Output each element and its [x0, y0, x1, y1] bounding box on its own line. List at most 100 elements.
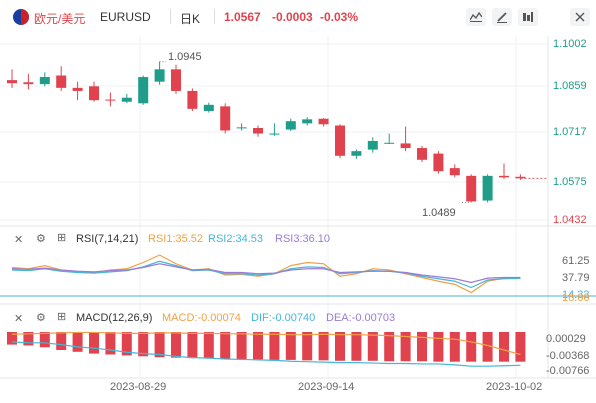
macd-bar [203, 332, 214, 359]
candle-body [89, 86, 99, 101]
candle-body [367, 140, 378, 150]
macd-bar [417, 332, 427, 362]
macd-bar [171, 332, 181, 358]
close-indicator-icon[interactable]: ✕ [14, 234, 24, 246]
macd-bar [482, 332, 493, 362]
candle-body [285, 121, 296, 130]
candle-body [121, 97, 132, 102]
indicator-icon[interactable] [466, 8, 486, 26]
rsi-axis-tick: 61.25 [562, 255, 590, 267]
eur-usd-flag-icon [13, 9, 29, 25]
macd-bar [318, 332, 329, 361]
rsi2-line [11, 260, 521, 289]
interval-selector[interactable]: 日K [180, 12, 201, 26]
add-indicator-icon[interactable]: ⊞ [57, 232, 67, 244]
macd-bar [253, 332, 263, 360]
macd-bar [367, 332, 378, 361]
rsi-axis-tick: 14.33 [562, 289, 590, 301]
macd-bar [89, 332, 99, 354]
high-price-label: 1.0945 [168, 51, 202, 63]
candle-body [302, 119, 313, 124]
macd-bar [433, 332, 444, 362]
last-price: 1.0567 [224, 10, 261, 24]
candle-body [499, 175, 509, 178]
candle-body [253, 127, 263, 134]
low-price-label: 1.0489 [422, 207, 456, 219]
close-indicator-icon[interactable]: ✕ [14, 313, 24, 325]
macd-bar [449, 332, 460, 362]
settings-icon[interactable]: ⚙ [36, 312, 46, 324]
macd-bar [302, 332, 313, 361]
x-axis-date: 2023-09-14 [298, 381, 355, 393]
header-divider [214, 9, 215, 24]
macd-bar [220, 332, 231, 359]
x-axis-date: 2023-10-02 [486, 381, 543, 393]
candle-body [433, 153, 444, 172]
pair-name[interactable]: 欧元/美元 [34, 12, 86, 26]
candle-body [515, 176, 526, 179]
macd-bar [138, 332, 149, 357]
y-axis-tick: 1.0859 [553, 80, 587, 92]
macd-bar [187, 332, 198, 359]
candle-body [220, 106, 231, 131]
macd-title: MACD(12,26,9) [76, 312, 153, 324]
candle-body [203, 104, 214, 112]
candle-body [400, 143, 411, 149]
candle-body [318, 118, 329, 125]
dea-value: DEA:-0.00703 [326, 312, 396, 324]
candle-body [171, 69, 181, 91]
y-axis-tick: 1.0575 [553, 176, 587, 188]
macd-value: MACD:-0.00074 [162, 312, 241, 324]
candle-body [23, 82, 34, 85]
symbol-code: EURUSD [100, 10, 151, 24]
macd-axis-tick: -0.00766 [546, 365, 590, 377]
x-axis-date: 2023-08-29 [110, 381, 167, 393]
candle-body [351, 151, 362, 156]
settings-icon[interactable]: ⚙ [36, 233, 46, 245]
macd-bar [105, 332, 116, 355]
dif-value: DIF:-0.00740 [251, 312, 316, 324]
candle-body [138, 77, 149, 104]
price-change-pct: -0.03% [320, 10, 359, 24]
macd-bar [335, 332, 345, 361]
macd-bar [56, 332, 67, 350]
rsi3-line [11, 263, 521, 284]
macd-axis-tick: 0.00029 [546, 333, 586, 345]
macd-bar [39, 332, 50, 348]
macd-bar [384, 332, 395, 362]
rsi1-value: RSI1:35.52 [148, 233, 204, 245]
candle-body [449, 168, 460, 176]
macd-axis-tick: -0.00368 [546, 350, 590, 362]
y-axis-tick: 1.0717 [553, 126, 587, 138]
macd-bar [154, 332, 165, 358]
candle-body [7, 80, 17, 84]
compare-icon[interactable] [518, 8, 538, 26]
macd-bar [7, 332, 17, 345]
candle-body [335, 125, 345, 156]
fullscreen-icon[interactable] [570, 8, 590, 26]
dea-line [11, 331, 521, 356]
macd-bar [285, 332, 296, 360]
macd-bar [466, 332, 477, 362]
draw-icon[interactable] [492, 8, 512, 26]
dif-line [11, 341, 521, 367]
candle-body [466, 175, 477, 202]
candle-body [154, 69, 165, 82]
candle-body [72, 87, 83, 91]
macd-bar [515, 332, 526, 362]
rsi-axis-tick: 37.79 [562, 272, 590, 284]
rsi3-value: RSI3:36.10 [275, 233, 331, 245]
candle-body [105, 99, 116, 101]
macd-bar [72, 332, 83, 352]
price-change: -0.0003 [272, 10, 313, 24]
candle-body [384, 142, 395, 144]
macd-bar [499, 332, 509, 362]
add-indicator-icon[interactable]: ⊞ [57, 311, 67, 323]
candle-body [236, 127, 247, 129]
macd-bar [269, 332, 280, 360]
candle-body [417, 148, 427, 160]
chart-header: 欧元/美元 EURUSD 日K 1.0567 -0.0003 -0.03% [0, 0, 596, 34]
candle-body [39, 77, 50, 85]
y-axis-tick: 1.0432 [553, 214, 587, 226]
